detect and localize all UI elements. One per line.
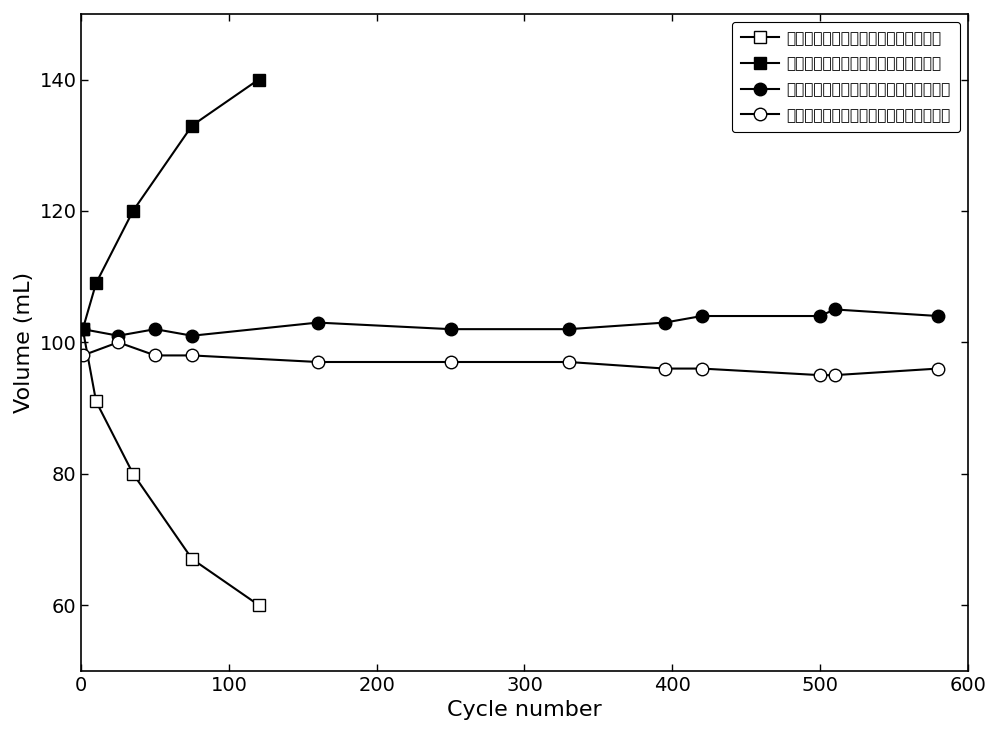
对称型碱性锌铁液流电池负极电解液体积 [312,357,324,366]
对称型碱性锌铁液流电池正极电解液体积 [696,312,708,321]
传统碱性锌铁液流电池负极电解液体积 [253,600,265,609]
对称型碱性锌铁液流电池正极电解液体积 [149,324,161,333]
对称型碱性锌铁液流电池负极电解液体积 [112,338,124,346]
传统碱性锌铁液流电池正极电解液体积 [127,206,139,215]
对称型碱性锌铁液流电池正极电解液体积 [829,305,841,314]
对称型碱性锌铁液流电池负极电解液体积 [932,364,944,373]
对称型碱性锌铁液流电池负极电解液体积 [829,371,841,379]
对称型碱性锌铁液流电池正极电解液体积 [77,324,89,333]
对称型碱性锌铁液流电池负极电解液体积 [563,357,575,366]
Y-axis label: Volume (mL): Volume (mL) [14,272,34,413]
Line: 传统碱性锌铁液流电池负极电解液体积: 传统碱性锌铁液流电池负极电解液体积 [77,324,264,611]
对称型碱性锌铁液流电池负极电解液体积 [186,351,198,360]
对称型碱性锌铁液流电池负极电解液体积 [77,351,89,360]
对称型碱性锌铁液流电池负极电解液体积 [445,357,457,366]
传统碱性锌铁液流电池负极电解液体积 [77,324,89,333]
传统碱性锌铁液流电池正极电解液体积 [90,279,102,288]
传统碱性锌铁液流电池正极电解液体积 [77,324,89,333]
Legend: 传统碱性锌铁液流电池负极电解液体积, 传统碱性锌铁液流电池正极电解液体积, 对称型碱性锌铁液流电池正极电解液体积, 对称型碱性锌铁液流电池负极电解液体积: 传统碱性锌铁液流电池负极电解液体积, 传统碱性锌铁液流电池正极电解液体积, 对称… [732,21,960,132]
对称型碱性锌铁液流电池负极电解液体积 [659,364,671,373]
Line: 对称型碱性锌铁液流电池负极电解液体积: 对称型碱性锌铁液流电池负极电解液体积 [77,336,944,382]
对称型碱性锌铁液流电池正极电解液体积 [814,312,826,321]
对称型碱性锌铁液流电池正极电解液体积 [563,324,575,333]
对称型碱性锌铁液流电池正极电解液体积 [659,318,671,327]
传统碱性锌铁液流电池负极电解液体积 [127,469,139,478]
传统碱性锌铁液流电池负极电解液体积 [186,555,198,564]
对称型碱性锌铁液流电池负极电解液体积 [149,351,161,360]
对称型碱性锌铁液流电池正极电解液体积 [186,331,198,340]
对称型碱性锌铁液流电池负极电解液体积 [814,371,826,379]
传统碱性锌铁液流电池负极电解液体积 [90,397,102,406]
对称型碱性锌铁液流电池正极电解液体积 [312,318,324,327]
对称型碱性锌铁液流电池正极电解液体积 [932,312,944,321]
传统碱性锌铁液流电池正极电解液体积 [253,75,265,84]
对称型碱性锌铁液流电池正极电解液体积 [445,324,457,333]
对称型碱性锌铁液流电池正极电解液体积 [112,331,124,340]
Line: 对称型碱性锌铁液流电池正极电解液体积: 对称型碱性锌铁液流电池正极电解液体积 [77,303,944,342]
对称型碱性锌铁液流电池负极电解液体积 [696,364,708,373]
Line: 传统碱性锌铁液流电池正极电解液体积: 传统碱性锌铁液流电池正极电解液体积 [77,74,264,335]
X-axis label: Cycle number: Cycle number [447,700,602,720]
传统碱性锌铁液流电池正极电解液体积 [186,121,198,130]
